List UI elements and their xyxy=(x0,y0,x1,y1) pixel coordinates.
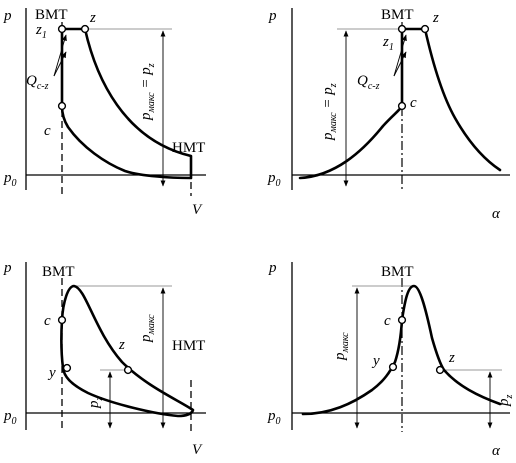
p0-label: p0 xyxy=(3,170,17,189)
p0-label: p0 xyxy=(267,408,281,427)
pmax-label: pмакс xyxy=(332,332,351,361)
point-z xyxy=(420,24,430,34)
p-axis-label: p xyxy=(3,8,12,24)
point-z1-label: z1 xyxy=(35,22,47,41)
vmt-label: ВМТ xyxy=(42,264,75,280)
pz-label: pz xyxy=(86,397,105,410)
cycle-curve xyxy=(60,284,195,418)
p0-label: p0 xyxy=(267,170,281,189)
point-y-label: y xyxy=(371,353,380,369)
point-z-label: z xyxy=(118,337,125,353)
panel-bottom-left: p ВМТ c y z НМТ p0 V pмакс pz xyxy=(3,260,206,458)
vmt-label: ВМТ xyxy=(35,7,68,23)
point-z-label: z xyxy=(432,10,439,26)
p-axis-label: p xyxy=(268,8,277,24)
p0-label: p0 xyxy=(3,408,17,427)
V-axis-label: V xyxy=(192,202,203,218)
heat-label: Qc-z xyxy=(357,73,380,92)
point-z-label: z xyxy=(448,350,455,366)
point-y-label: y xyxy=(47,365,56,381)
point-c xyxy=(57,315,67,325)
nmt-label: НМТ xyxy=(172,338,205,354)
alpha-axis-label: α xyxy=(492,443,501,458)
point-c-label: c xyxy=(384,313,391,329)
point-z xyxy=(80,24,90,34)
pz-label: pz xyxy=(496,395,515,408)
heat-arrow-2 xyxy=(393,51,407,77)
point-c-label: c xyxy=(44,123,51,139)
point-z1 xyxy=(57,24,67,34)
point-c-label: c xyxy=(44,313,51,329)
point-y xyxy=(388,362,398,372)
point-c xyxy=(397,101,407,111)
point-z xyxy=(435,365,445,375)
p-axis-label: p xyxy=(268,260,277,276)
point-c xyxy=(397,315,407,325)
heat-arrow-2 xyxy=(53,51,67,77)
point-z1-label: z1 xyxy=(382,34,394,53)
pmax-label: pмакс = pz xyxy=(138,63,157,121)
heat-label: Qc-z xyxy=(26,73,49,92)
pmax-label: pмакс = pz xyxy=(320,83,339,141)
cycle-curve xyxy=(60,27,193,180)
panel-bottom-right: p ВМТ c y z p0 α pмакс pz xyxy=(267,260,515,459)
panel-top-left: p ВМТ z1 z Qc-z c НМТ p0 V pмакс = pz xyxy=(3,7,206,218)
alpha-axis-label: α xyxy=(492,206,501,222)
point-z1 xyxy=(397,24,407,34)
heat-arrow-1 xyxy=(393,34,407,77)
nmt-label: НМТ xyxy=(172,140,205,156)
heat-arrow-1 xyxy=(53,34,67,77)
point-z xyxy=(123,365,133,375)
panel-top-right: p ВМТ z1 z Qc-z c p0 α pмакс = pz xyxy=(267,7,510,222)
pmax-label: pмакс xyxy=(138,314,157,343)
vmt-label: ВМТ xyxy=(381,7,414,23)
point-c xyxy=(57,101,67,111)
vmt-label: ВМТ xyxy=(381,264,414,280)
p-axis-label: p xyxy=(3,260,12,276)
point-c-label: c xyxy=(410,95,417,111)
point-y xyxy=(62,363,72,373)
V-axis-label: V xyxy=(192,442,203,458)
point-z-label: z xyxy=(89,10,96,26)
